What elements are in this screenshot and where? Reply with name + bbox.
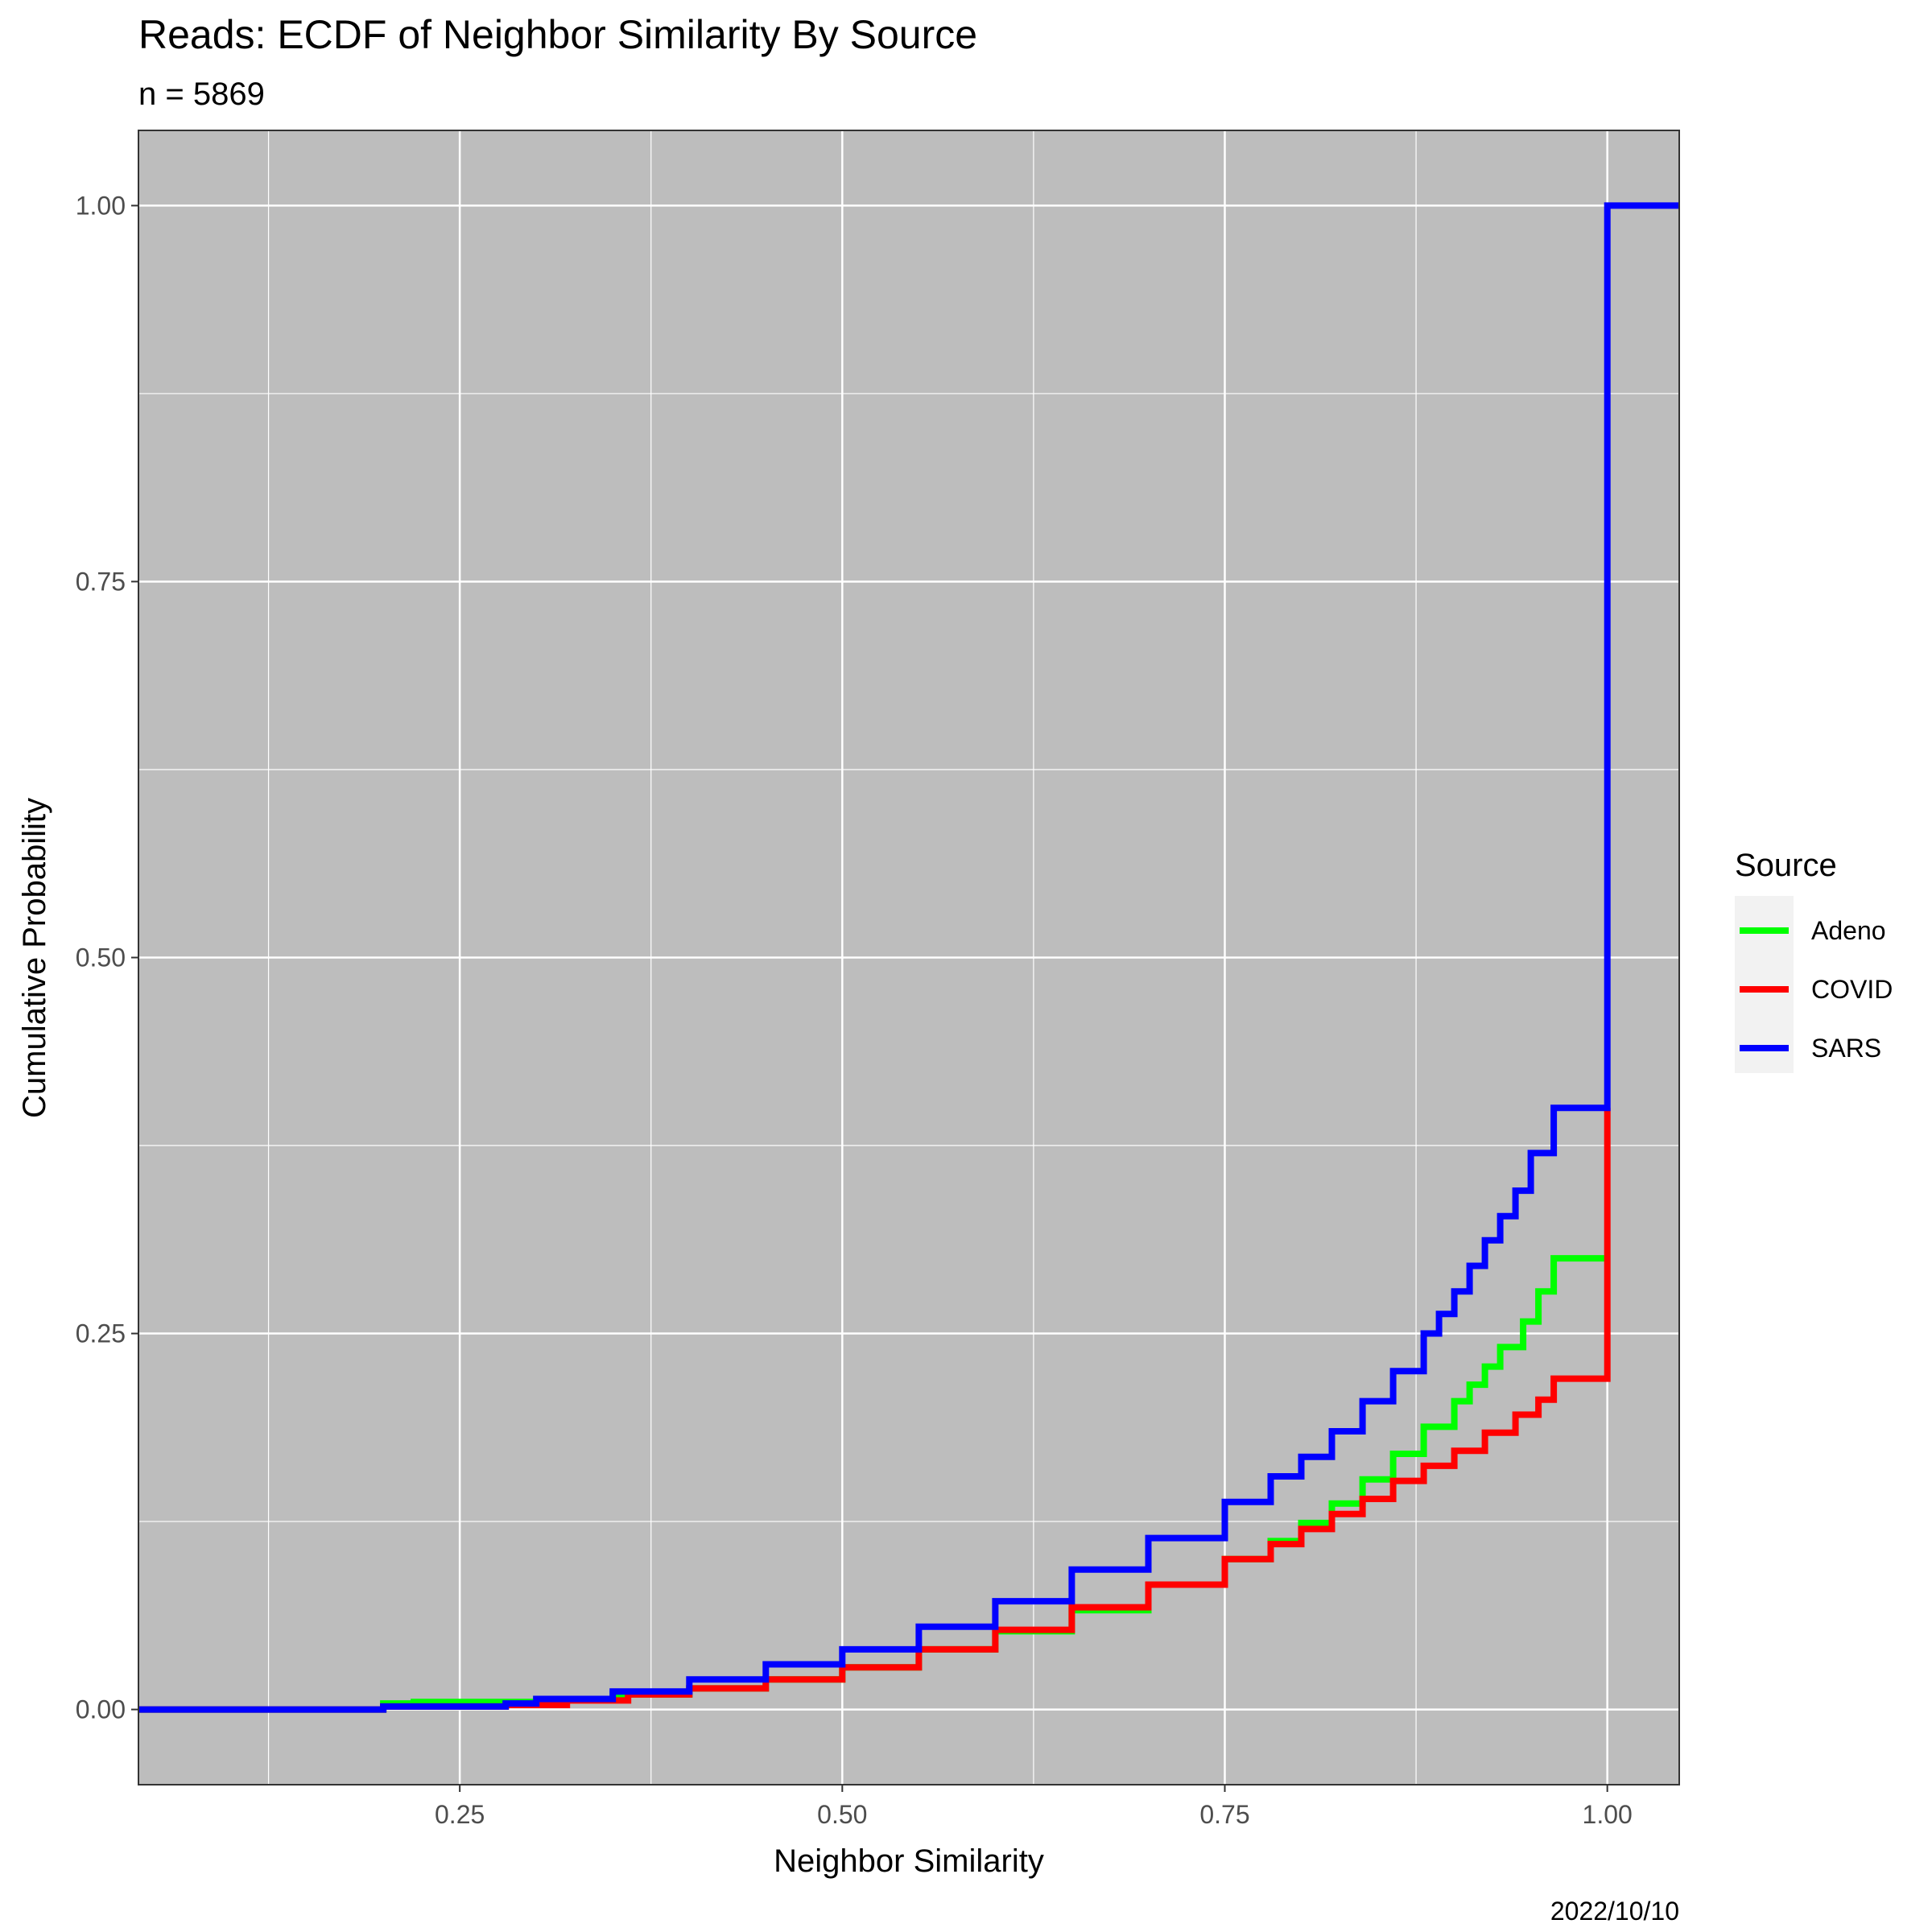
series-lines <box>138 202 1679 1713</box>
chart-title: Reads: ECDF of Neighbor Similarity By So… <box>138 12 977 57</box>
x-axis-title: Neighbor Similarity <box>774 1843 1044 1879</box>
y-axis-ticks: 0.00 0.25 0.50 0.75 1.00 <box>76 191 138 1724</box>
y-tick-label: 1.00 <box>76 191 126 220</box>
y-axis-title: Cumulative Probability <box>17 798 52 1118</box>
y-tick-label: 0.75 <box>76 567 126 596</box>
legend-label-sars: SARS <box>1811 1034 1881 1063</box>
legend: Source Adeno COVID SARS <box>1735 848 1893 1073</box>
legend-title: Source <box>1735 848 1837 883</box>
x-axis-ticks: 0.25 0.50 0.75 1.00 <box>435 1785 1633 1829</box>
y-tick-label: 0.25 <box>76 1319 126 1348</box>
legend-label-covid: COVID <box>1811 975 1893 1004</box>
minor-gridlines <box>138 130 1679 1785</box>
chart-caption: 2022/10/10 <box>1550 1897 1679 1926</box>
x-tick-label: 0.50 <box>817 1800 867 1829</box>
y-tick-label: 0.50 <box>76 943 126 972</box>
legend-keys-background <box>1735 896 1794 1073</box>
legend-label-adeno: Adeno <box>1811 916 1886 945</box>
x-tick-label: 0.25 <box>435 1800 485 1829</box>
x-tick-label: 1.00 <box>1583 1800 1633 1829</box>
chart-subtitle: n = 5869 <box>138 76 265 112</box>
series-line-sars <box>138 202 1679 1713</box>
y-tick-label: 0.00 <box>76 1695 126 1724</box>
series-line-covid <box>138 1108 1611 1713</box>
x-tick-label: 0.75 <box>1199 1800 1249 1829</box>
